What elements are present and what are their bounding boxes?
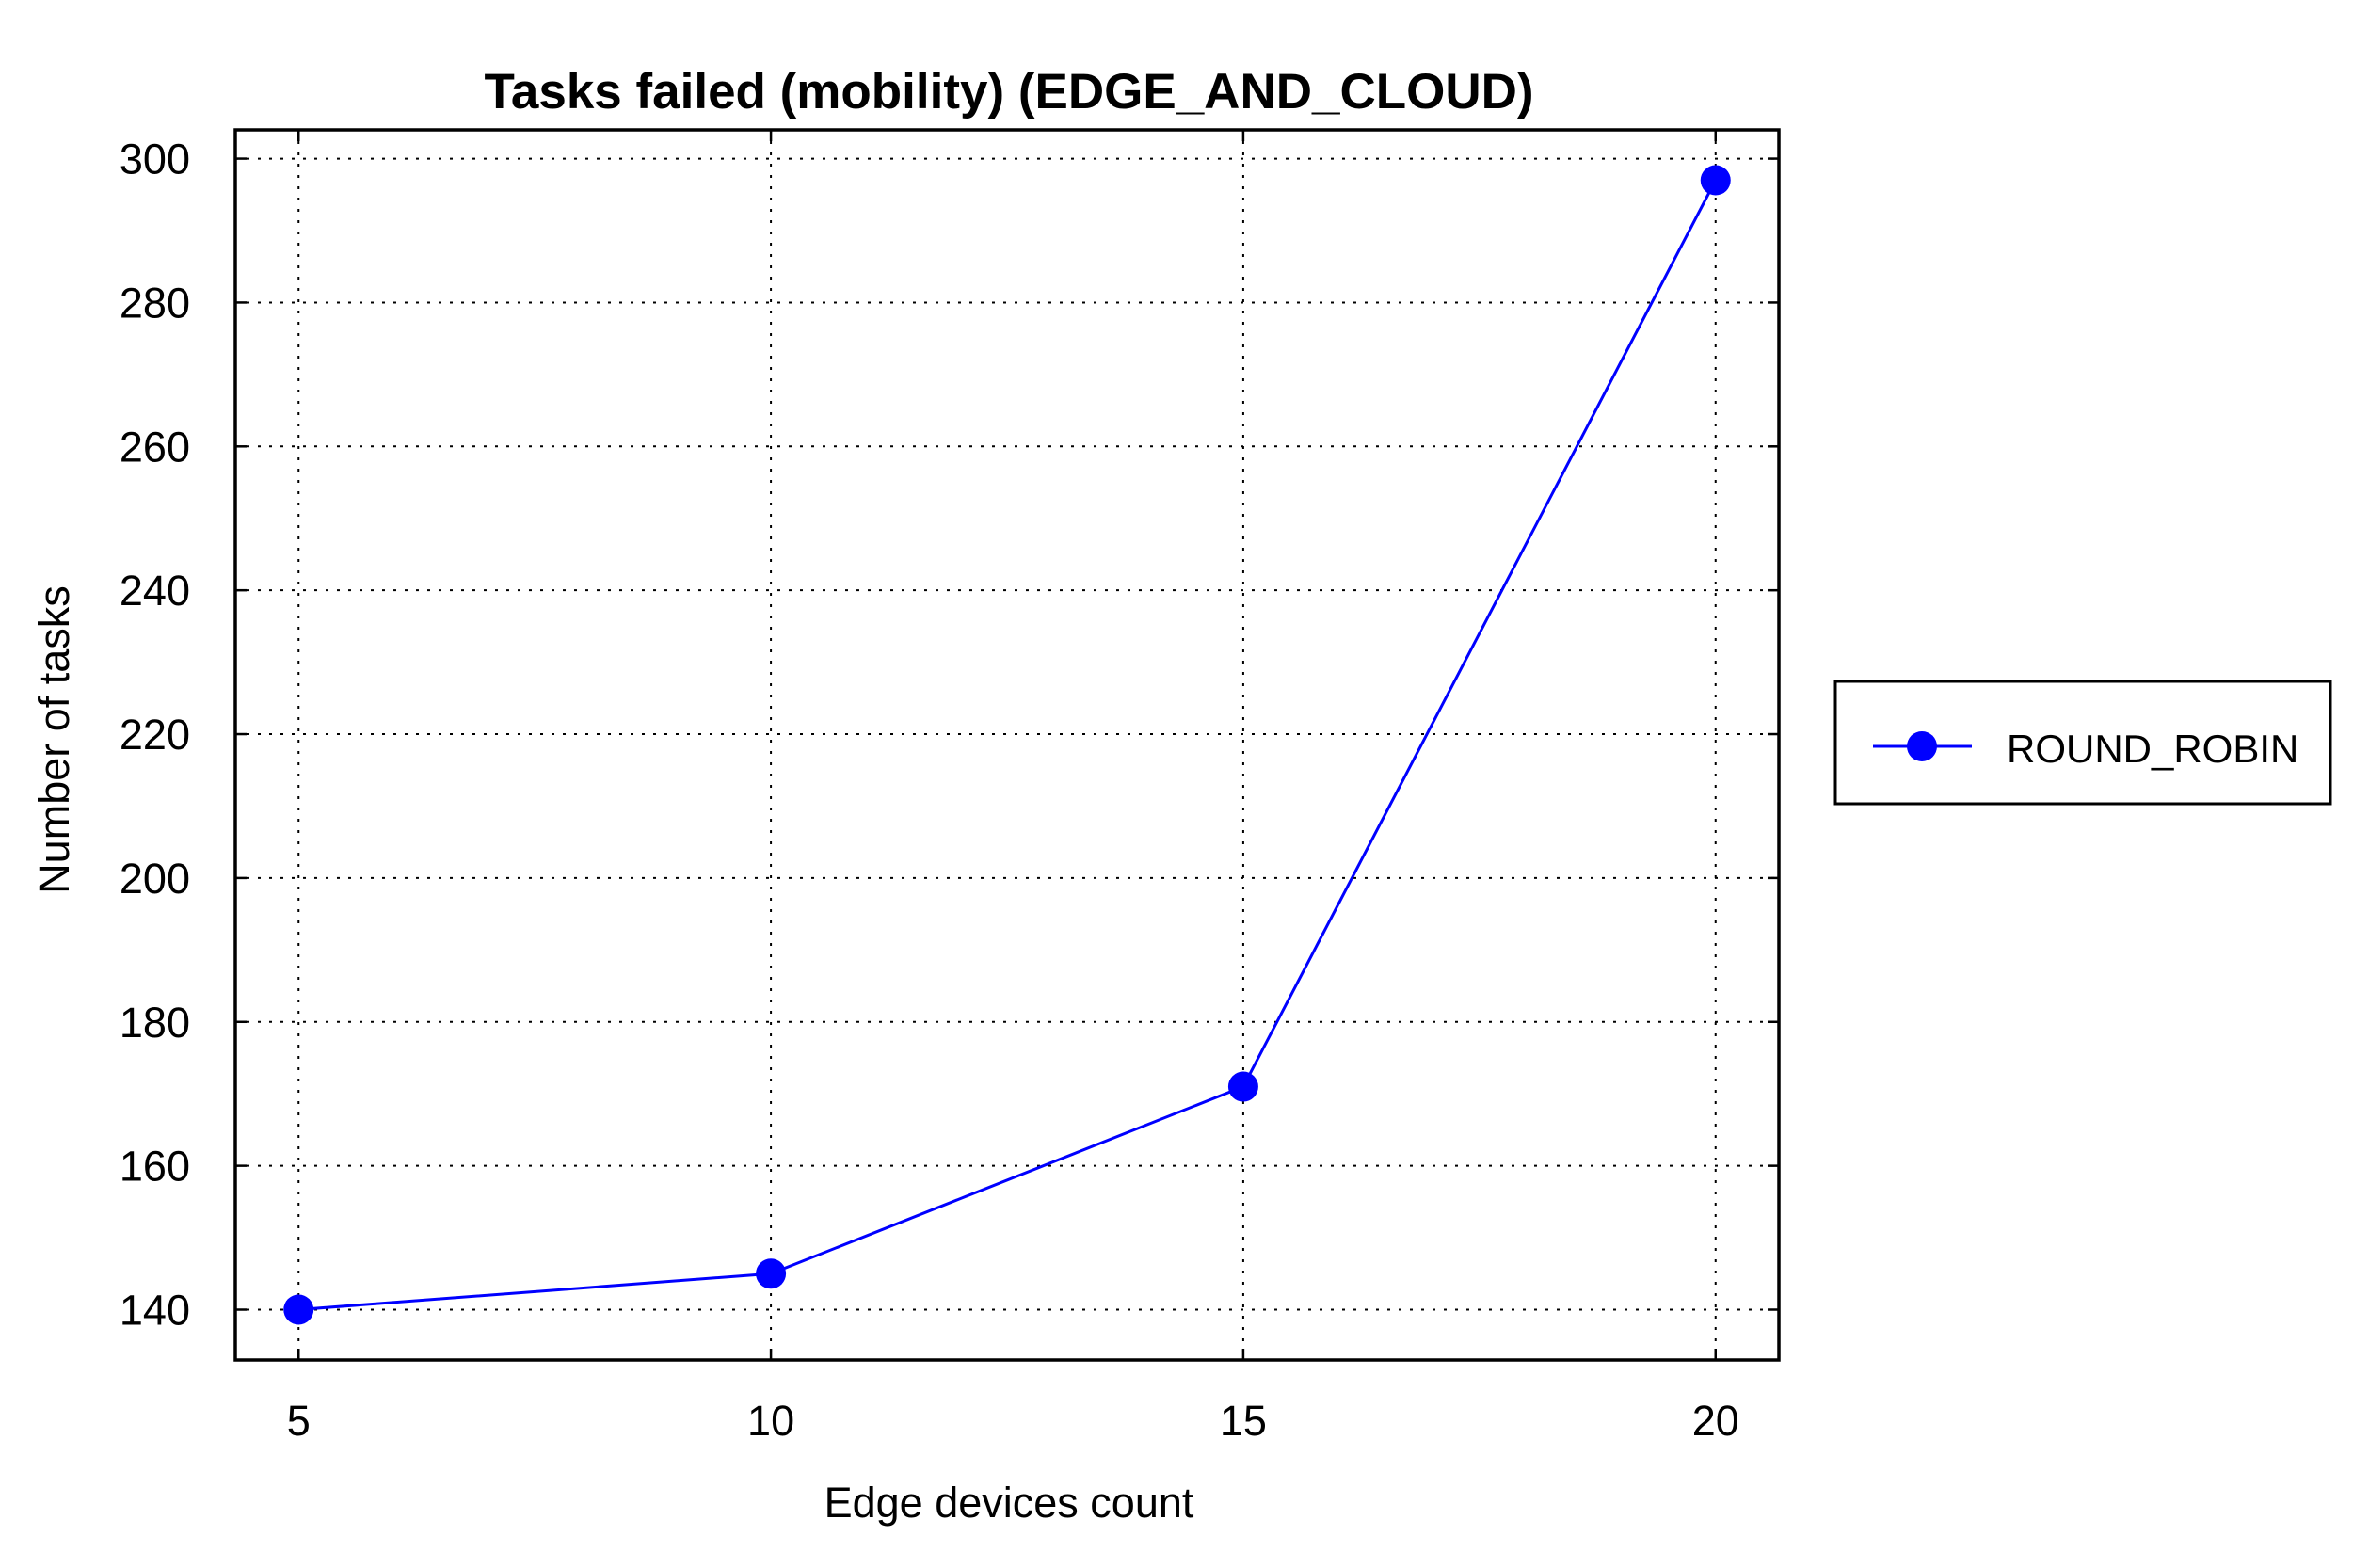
legend: ROUND_ROBIN <box>1833 680 2332 806</box>
x-axis-label: Edge devices count <box>824 1479 1194 1527</box>
x-tick-label: 20 <box>1692 1397 1739 1445</box>
y-tick-label: 200 <box>120 855 190 903</box>
data-point <box>1700 165 1731 196</box>
y-tick-label: 220 <box>120 711 190 759</box>
x-tick-label: 10 <box>747 1397 794 1445</box>
grid-layer <box>235 130 1779 1360</box>
y-tick-label: 240 <box>120 567 190 615</box>
chart-title: Tasks failed (mobility) (EDGE_AND_CLOUD) <box>484 64 1533 120</box>
series-line-round-robin <box>298 179 1718 1311</box>
y-tick-label: 160 <box>120 1143 190 1191</box>
y-axis-label: Number of tasks <box>30 585 78 894</box>
y-tick-label: 300 <box>120 136 190 184</box>
plot-frame <box>233 128 1781 1362</box>
y-tick-label: 180 <box>120 999 190 1047</box>
y-tick-label: 280 <box>120 279 190 327</box>
x-tick-label: 15 <box>1220 1397 1267 1445</box>
legend-marker-round-robin <box>1907 731 1937 761</box>
data-point <box>283 1294 314 1325</box>
y-tick-label: 260 <box>120 423 190 471</box>
series-layer <box>283 165 1731 1325</box>
data-point <box>1227 1071 1258 1102</box>
data-point <box>756 1258 787 1289</box>
x-tick-label: 5 <box>287 1397 311 1445</box>
legend-label-round-robin: ROUND_ROBIN <box>2007 727 2298 771</box>
y-tick-label: 140 <box>120 1286 190 1334</box>
ticks-layer: 5 10 15 20 140 160 180 200 220 240 260 280 300 <box>120 130 1779 1445</box>
